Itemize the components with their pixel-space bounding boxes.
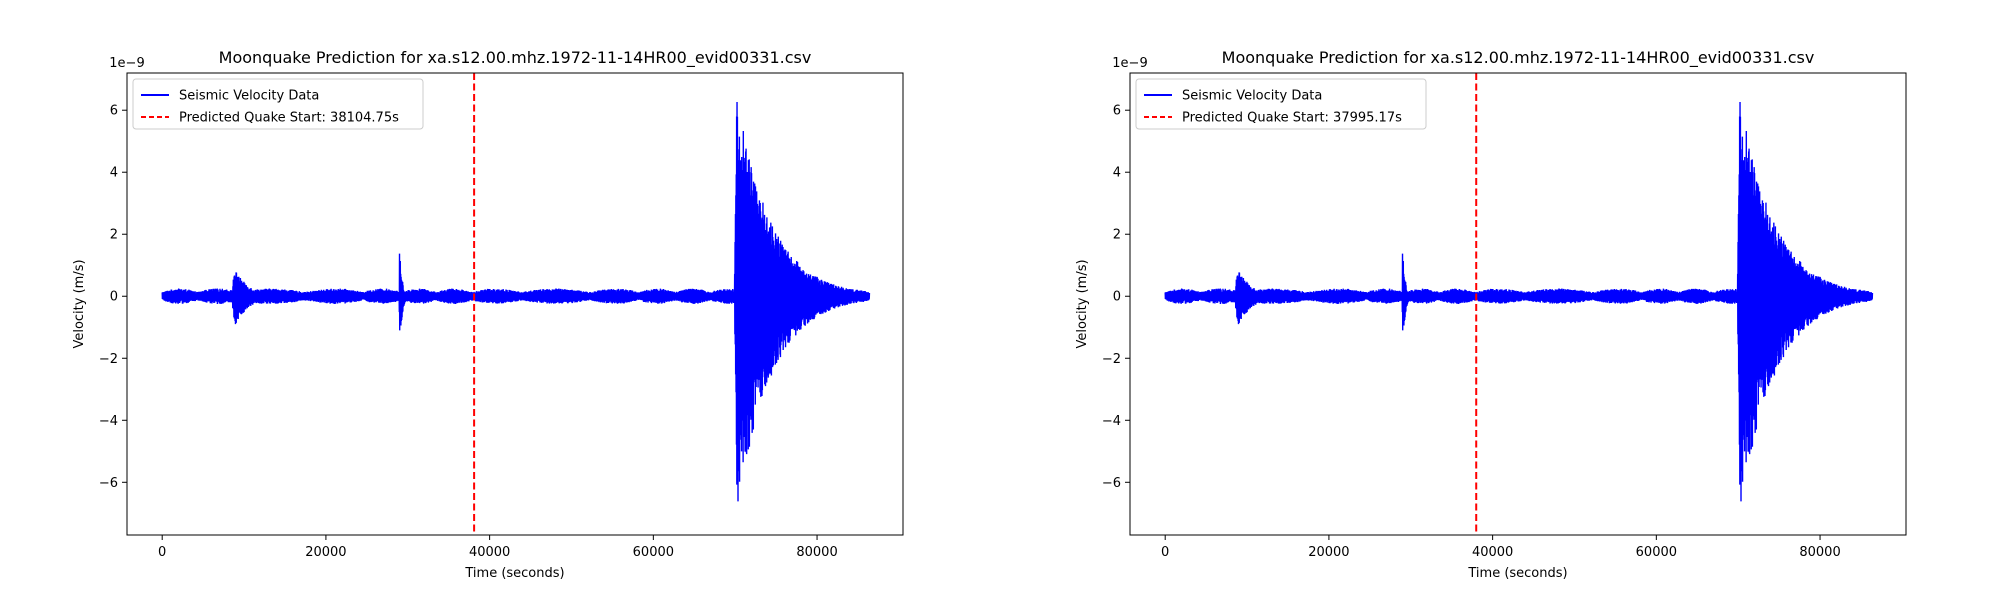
x-axis-label: Time (seconds): [464, 566, 564, 581]
x-tick-label: 40000: [469, 545, 510, 560]
series-seismic-velocity: [1164, 102, 1874, 502]
y-tick-label: −4: [1102, 414, 1121, 429]
legend-entry: Seismic Velocity Data: [179, 89, 319, 104]
y-tick-label: 2: [1113, 228, 1121, 243]
legend-entry: Seismic Velocity Data: [1182, 89, 1322, 104]
y-tick-label: 0: [1113, 290, 1121, 305]
y-tick-label: 2: [110, 228, 118, 243]
legend-box: [1135, 78, 1427, 130]
x-tick-label: 80000: [796, 545, 837, 560]
chart-panel-2: 0 20000 40000 60000 80000 −6 −4 −2 0 2 4 6 1e−9 Moonq…: [1075, 48, 1907, 581]
x-tick-label: 0: [1161, 545, 1169, 560]
legend-entry: Predicted Quake Start: 38104.75s: [179, 111, 399, 126]
y-tick-label: −2: [99, 352, 118, 367]
x-tick-label: 20000: [305, 545, 346, 560]
y-offset-label: 1e−9: [109, 56, 144, 71]
x-tick-label: 40000: [1472, 545, 1513, 560]
y-tick-label: 6: [1113, 104, 1121, 119]
legend-box: [132, 78, 424, 130]
y-tick-label: −2: [1102, 352, 1121, 367]
x-axis-label: Time (seconds): [1467, 566, 1567, 581]
x-tick-label: 0: [158, 545, 166, 560]
x-tick-label: 80000: [1799, 545, 1840, 560]
axes-frame: [1129, 72, 1907, 536]
y-offset-label: 1e−9: [1112, 56, 1147, 71]
y-tick-label: 6: [110, 104, 118, 119]
axes-frame: [126, 72, 904, 536]
x-tick-label: 60000: [1636, 545, 1677, 560]
y-axis-label: Velocity (m/s): [1075, 259, 1090, 348]
y-tick-label: −6: [1102, 476, 1121, 491]
chart-title: Moonquake Prediction for xa.s12.00.mhz.1…: [1222, 48, 1815, 68]
legend: Seismic Velocity Data Predicted Quake Sta…: [132, 78, 424, 130]
y-axis-label: Velocity (m/s): [72, 259, 87, 348]
legend-entry: Predicted Quake Start: 37995.17s: [1182, 111, 1402, 126]
y-tick-label: −6: [99, 476, 118, 491]
chart-panel-1: 0 20000 40000 60000 80000 −6 −4 −2 0 2 4 6 1e−9 Moonq…: [72, 48, 904, 581]
y-tick-label: 4: [1113, 166, 1121, 181]
y-tick-label: −4: [99, 414, 118, 429]
x-tick-label: 20000: [1308, 545, 1349, 560]
x-tick-label: 60000: [633, 545, 674, 560]
chart-title: Moonquake Prediction for xa.s12.00.mhz.1…: [219, 48, 812, 68]
legend: Seismic Velocity Data Predicted Quake Sta…: [1135, 78, 1427, 130]
series-seismic-velocity: [161, 102, 871, 502]
y-tick-label: 0: [110, 290, 118, 305]
y-tick-label: 4: [110, 166, 118, 181]
